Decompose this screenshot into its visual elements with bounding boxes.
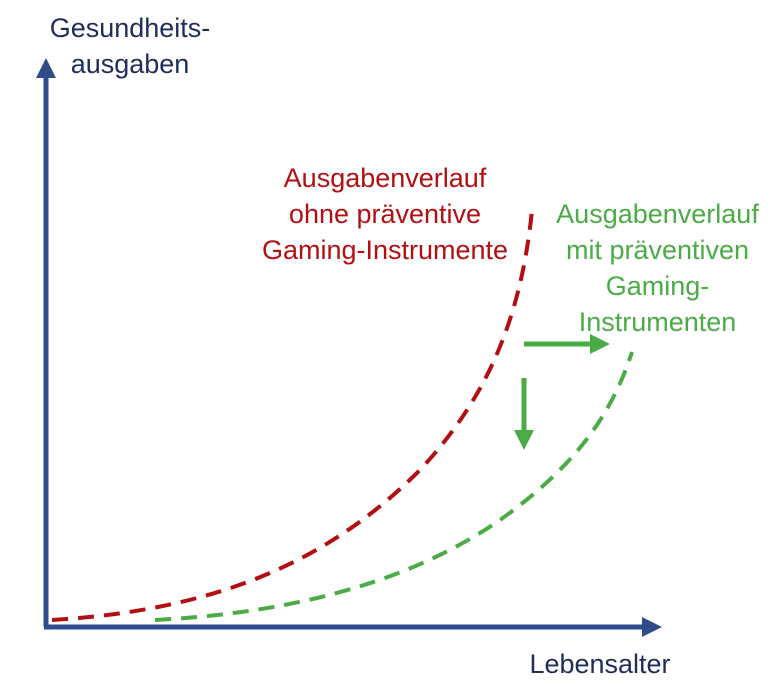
y-axis-title-line2: ausgaben [70, 49, 190, 79]
curve-without-prevention [51, 209, 534, 622]
green-label-line4: Instrumenten [578, 307, 737, 337]
x-axis-title: Lebensalter [529, 649, 671, 679]
green-label-line2: mit präventiven [565, 235, 750, 265]
arrow-down-icon [514, 378, 534, 450]
curve-with-prevention-label: Ausgabenverlauf mit präventiven Gaming- … [535, 196, 780, 340]
arrow-right-icon [524, 334, 610, 354]
curve-with-prevention [154, 351, 634, 622]
green-label-line1: Ausgabenverlauf [556, 199, 759, 229]
curve-without-prevention-label: Ausgabenverlauf ohne präventive Gaming-I… [225, 160, 545, 268]
x-axis-arrowhead [642, 617, 662, 637]
green-label-line3: Gaming- [605, 271, 710, 301]
y-axis-title-line1: Gesundheits- [49, 13, 211, 43]
red-label-line2: ohne präventive [288, 199, 482, 229]
red-label-line1: Ausgabenverlauf [283, 163, 487, 193]
y-axis-arrowhead [36, 58, 56, 78]
red-label-line3: Gaming-Instrumente [261, 235, 509, 265]
y-axis-title: Gesundheits- ausgaben [10, 10, 250, 82]
